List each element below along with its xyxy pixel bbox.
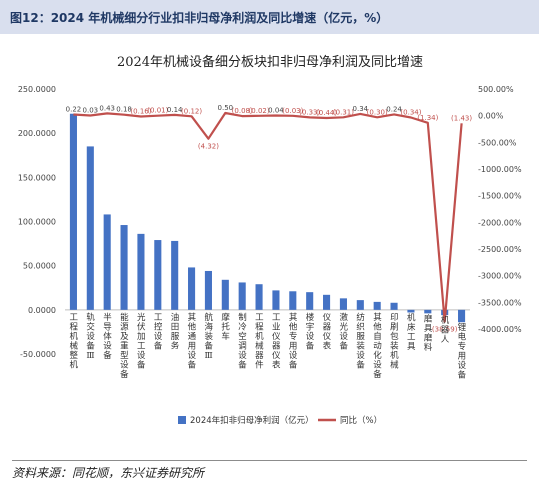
- line-data-label: 0.04: [268, 106, 284, 114]
- bar: [204, 270, 212, 310]
- category-label: 激光设备: [339, 312, 348, 352]
- category-label: 其他专用设备: [289, 313, 298, 371]
- left-axis-tick-label: 100.0000: [18, 218, 56, 227]
- bar: [120, 225, 128, 310]
- line-data-label: 0.50: [218, 104, 234, 112]
- category-label: 其他通用设备: [188, 313, 197, 371]
- left-axis-tick-label: 250.0000: [18, 85, 56, 94]
- right-axis-tick-label: -4000.00%: [478, 325, 522, 334]
- left-axis-tick-label: 0.0000: [28, 306, 56, 315]
- line-data-label: (4.32): [198, 143, 219, 151]
- category-label: 纺织服装设备: [356, 312, 365, 371]
- right-axis-tick-label: -3500.00%: [478, 298, 522, 307]
- category-label: 工程机械器件: [255, 313, 264, 371]
- right-axis-tick-label: -1000.00%: [478, 165, 522, 174]
- bar: [289, 291, 297, 310]
- line-data-label: (38.59): [432, 325, 458, 333]
- line-data-label: (1.43): [451, 114, 472, 122]
- line-data-label: 0.03: [83, 107, 99, 115]
- category-label: 仪器仪表: [323, 313, 332, 352]
- line-data-label: (0.31): [333, 108, 354, 116]
- bar: [424, 309, 432, 314]
- category-label: 工程机械整机: [69, 313, 78, 371]
- right-axis-tick-label: -2000.00%: [478, 218, 522, 227]
- legend-line-label: 同比（%）: [340, 415, 382, 426]
- line-data-label: (0.44): [316, 109, 337, 117]
- chart: 2024年机械设备细分板块扣非归母净利润及同比增速 -50.0000 0.0000 5…: [18, 54, 522, 426]
- source-note: 资料来源：同花顺，东兴证券研究所: [12, 466, 205, 480]
- left-axis-tick-label: -50.0000: [20, 350, 56, 359]
- bar: [272, 290, 280, 310]
- bar: [407, 309, 415, 313]
- growth-line: [73, 111, 463, 323]
- line-data-label: 0.34: [353, 105, 369, 113]
- right-axis-tick-label: 0.00%: [478, 112, 504, 121]
- category-label: 机器人: [441, 315, 450, 345]
- bar: [458, 309, 466, 323]
- category-label: 楼宇设备: [306, 312, 315, 352]
- line-data-label: (0.02): [249, 107, 270, 115]
- category-label: 轨交设备 Ⅲ: [86, 312, 95, 361]
- category-label: 摩托车: [221, 312, 230, 342]
- line-data-label: 0.18: [116, 106, 132, 114]
- category-label: 印刷包装机械: [390, 312, 399, 371]
- right-axis-tick-label: 500.00%: [478, 85, 514, 94]
- line-data-label: (0.30): [367, 108, 388, 116]
- bar: [137, 233, 145, 310]
- bar: [188, 267, 196, 310]
- bar: [339, 298, 347, 310]
- bar: [221, 279, 229, 310]
- chart-title: 2024年机械设备细分板块扣非归母净利润及同比增速: [117, 54, 423, 70]
- bar: [255, 284, 263, 310]
- bar: [69, 113, 77, 310]
- bar: [238, 282, 246, 310]
- category-label: 其他自动化设备: [373, 313, 382, 380]
- category-label: 机床工具: [407, 312, 416, 352]
- category-label: 光伏加工设备: [137, 312, 146, 371]
- right-axis-tick-label: -3000.00%: [478, 272, 522, 281]
- line-data-label: (0.03): [282, 107, 303, 115]
- bar: [171, 240, 179, 310]
- line-data-label: (0.34): [400, 108, 421, 116]
- category-label: 油田服务: [171, 312, 180, 352]
- line-data-label: (1.34): [417, 114, 438, 122]
- line-data-label: (0.01): [147, 107, 168, 115]
- right-axis-tick-label: -1500.00%: [478, 192, 522, 201]
- category-label: 航海装备 Ⅲ: [204, 312, 213, 361]
- category-label: 工控设备: [154, 313, 163, 352]
- bar: [154, 240, 162, 310]
- right-axis-tick-label: -2500.00%: [478, 245, 522, 254]
- category-label: 半导体设备: [103, 312, 112, 361]
- bar: [86, 146, 94, 310]
- left-axis-tick-label: 50.0000: [23, 262, 56, 271]
- category-label: 锂电专用设备: [458, 322, 467, 381]
- bar: [356, 300, 364, 310]
- line-data-label: 0.22: [66, 105, 82, 113]
- line-data-label: (0.08): [232, 107, 253, 115]
- line-data-label: (0.33): [299, 108, 320, 116]
- line-data-label: 0.14: [167, 106, 183, 114]
- category-label: 能源及重型设备: [120, 312, 129, 380]
- legend-bar-swatch: [178, 416, 186, 424]
- right-axis-tick-label: -500.00%: [478, 138, 517, 147]
- bar: [373, 301, 381, 310]
- left-axis-tick-label: 200.0000: [18, 129, 56, 138]
- left-axis-tick-label: 150.0000: [18, 173, 56, 182]
- divider: [12, 460, 527, 461]
- line-data-label: (0.12): [181, 107, 202, 115]
- category-label: 磨具磨料: [424, 313, 433, 353]
- bar: [306, 292, 314, 310]
- bar: [323, 294, 331, 310]
- legend-bar-label: 2024年扣非归母净利润（亿元）: [190, 415, 314, 426]
- line-data-label: 0.24: [386, 105, 402, 113]
- bar: [103, 214, 111, 310]
- line-data-label: (0.16): [130, 108, 151, 116]
- category-label: 工业仪器仪表: [272, 313, 281, 371]
- line-data-label: 0.43: [99, 104, 115, 112]
- bar: [390, 302, 398, 310]
- figure-title: 图12：2024 年机械细分行业扣非归母净利润及同比增速（亿元，%）: [10, 11, 389, 25]
- category-label: 制冷空调设备: [238, 312, 247, 371]
- figure-title-bar: 图12：2024 年机械细分行业扣非归母净利润及同比增速（亿元，%）: [0, 0, 539, 34]
